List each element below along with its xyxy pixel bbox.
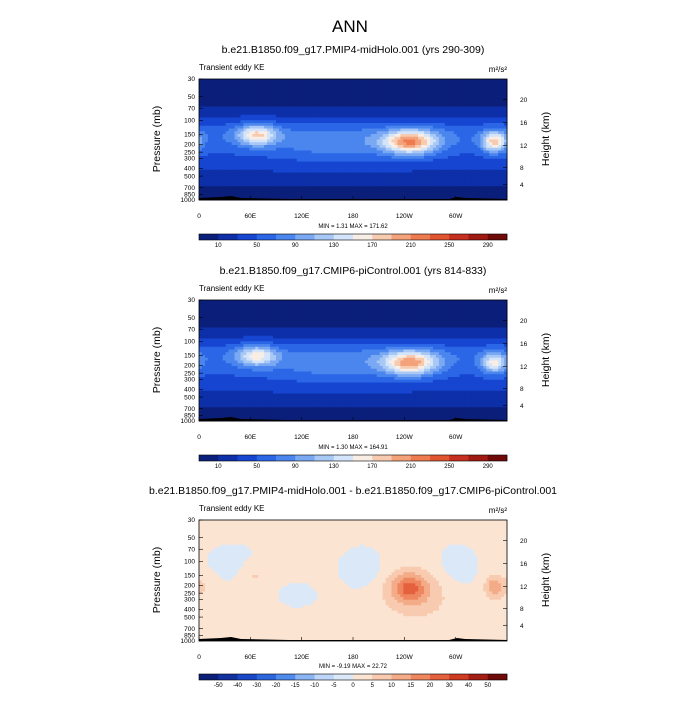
colorbar-swatch: [488, 234, 508, 240]
colorbar-label: 130: [329, 243, 340, 249]
x-tick-label: 0: [197, 213, 201, 220]
y-tick-label: 400: [184, 166, 195, 173]
colorbar-label: 210: [406, 243, 417, 249]
y-tick-label: 30: [188, 76, 196, 83]
y-right-tick-label: 16: [520, 120, 528, 127]
page-title: ANN: [332, 17, 368, 36]
colorbar-swatch: [238, 234, 258, 240]
panel-title: b.e21.B1850.f09_g17.CMIP6-piControl.001 …: [220, 265, 487, 277]
x-tick-label: 180: [348, 213, 359, 220]
colorbar-swatch: [295, 234, 315, 240]
colorbar-label: 50: [253, 243, 260, 249]
min-max-stats: MIN = 1.31 MAX = 171.62: [318, 224, 388, 230]
colorbar-swatch: [430, 234, 450, 240]
colorbar-swatch: [315, 234, 335, 240]
y-right-tick-label: 4: [520, 182, 524, 189]
y-tick-label: 1000: [181, 197, 196, 204]
colorbar-swatch: [199, 234, 219, 240]
x-tick-label: 120E: [294, 213, 310, 220]
colorbar-swatch: [276, 234, 296, 240]
colorbar-swatch: [372, 234, 392, 240]
units-label: m²/s²: [489, 286, 508, 295]
colorbar-swatch: [449, 234, 469, 240]
colorbar-swatch: [353, 234, 373, 240]
colorbar-swatch: [392, 234, 412, 240]
y-right-tick-label: 8: [520, 165, 524, 172]
colorbar-swatch: [257, 234, 277, 240]
colorbar-swatch: [411, 234, 431, 240]
x-tick-label: 60W: [449, 213, 463, 220]
contour-plot: 3050701001502002503004005007008501000201…: [181, 297, 528, 441]
y-right-tick-label: 20: [520, 97, 528, 104]
colorbar-swatch: [218, 234, 238, 240]
y-tick-label: 50: [188, 94, 196, 101]
variable-label: Transient eddy KE: [199, 63, 265, 72]
contour-plot: 3050701001502002503004005007008501000201…: [181, 76, 528, 220]
y-right-tick-label: 12: [520, 143, 528, 150]
y-tick-label: 500: [184, 173, 195, 180]
colorbar-label: 290: [483, 243, 494, 249]
y-axis-label: Pressure (mb): [151, 106, 163, 173]
y-tick-label: 100: [184, 118, 195, 125]
y-tick-label: 150: [184, 132, 195, 139]
y-axis-label: Pressure (mb): [151, 327, 163, 394]
colorbar-label: 90: [292, 243, 299, 249]
y-tick-label: 70: [188, 105, 196, 112]
y-axis-right-label: Height (km): [540, 333, 552, 387]
y-axis-right-label: Height (km): [540, 112, 552, 166]
x-tick-label: 60E: [245, 213, 257, 220]
min-max-stats: MIN = 1.30 MAX = 164.91: [318, 445, 388, 451]
y-tick-label: 300: [184, 156, 195, 163]
panel-title: b.e21.B1850.f09_g17.PMIP4-midHolo.001 (y…: [222, 44, 485, 56]
units-label: m²/s²: [489, 65, 508, 74]
colorbar-swatch: [469, 234, 489, 240]
colorbar-label: 170: [367, 243, 378, 249]
colorbar-label: 10: [215, 243, 222, 249]
variable-label: Transient eddy KE: [199, 284, 265, 293]
colorbar-label: 250: [444, 243, 455, 249]
y-tick-label: 200: [184, 142, 195, 149]
colorbar-swatch: [334, 234, 354, 240]
x-tick-label: 120W: [396, 213, 414, 220]
